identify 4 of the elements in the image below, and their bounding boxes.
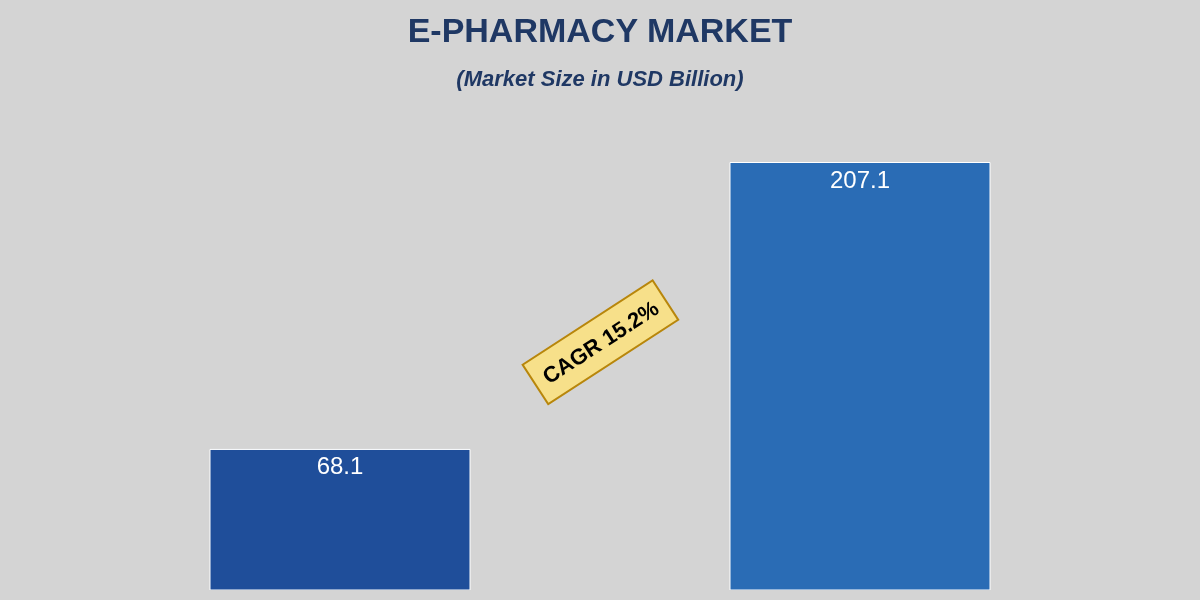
data-label: 68.1 [316,452,364,480]
data-label: 207.1 [829,165,891,193]
chart-subtitle: (Market Size in USD Billion) [456,66,744,92]
chart-title: E-PHARMACY MARKET [407,11,793,49]
